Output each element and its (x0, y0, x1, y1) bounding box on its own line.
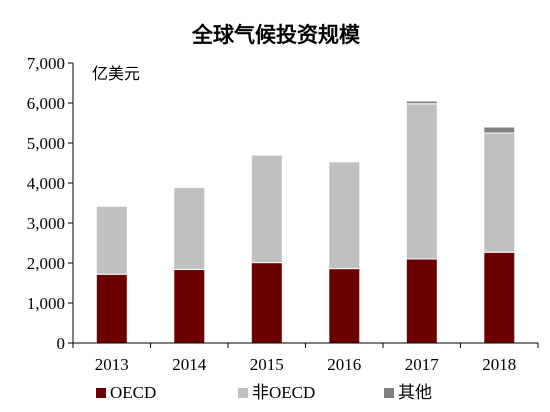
chart-title: 全球气候投资规模 (191, 23, 361, 47)
bar-2014-series-0 (173, 268, 206, 344)
y-tick-label: 4,000 (27, 174, 65, 193)
bar-2017-series-2 (405, 100, 438, 105)
bar-2017-series-0 (405, 258, 438, 344)
y-tick-label: 5,000 (27, 134, 65, 153)
bar-2016-series-1 (328, 161, 361, 270)
y-tick-label: 1,000 (27, 294, 65, 313)
bar-2018-series-1 (483, 132, 516, 253)
x-tick-label: 2015 (250, 355, 284, 374)
bar-2013-series-1 (95, 205, 128, 275)
y-tick-label: 6,000 (27, 94, 65, 113)
y-tick-label: 7,000 (27, 54, 65, 73)
unit-label: 亿美元 (92, 64, 140, 83)
bar-2014-series-1 (173, 186, 206, 270)
y-tick-label: 3,000 (27, 214, 65, 233)
legend-label-0: OECD (110, 383, 156, 402)
legend: OECD 非OECD 其他 (96, 383, 432, 402)
bar-2017-series-1 (405, 103, 438, 260)
legend-swatch-1 (238, 388, 248, 398)
x-tick-label: 2018 (482, 355, 516, 374)
bar-2015-series-0 (250, 262, 283, 344)
bar-2015-series-1 (250, 154, 283, 264)
bars-group (95, 100, 516, 344)
y-tick-label: 2,000 (27, 254, 65, 273)
legend-swatch-2 (384, 388, 394, 398)
y-tick-label: 0 (57, 334, 66, 353)
x-tick-label: 2016 (327, 355, 361, 374)
axes-group: 0 1,000 2,000 3,000 4,000 5,000 6,000 7,000 2013… (27, 54, 539, 374)
x-tick-label: 2017 (405, 355, 440, 374)
x-tick-label: 2014 (172, 355, 207, 374)
bar-2018-series-0 (483, 251, 516, 344)
legend-swatch-0 (96, 388, 106, 398)
x-tick-label: 2013 (95, 355, 129, 374)
bar-2016-series-0 (328, 268, 361, 344)
bar-2018-series-2 (483, 126, 516, 134)
legend-label-2: 其他 (398, 383, 432, 402)
legend-label-1: 非OECD (252, 383, 315, 402)
bar-2013-series-0 (95, 273, 128, 344)
